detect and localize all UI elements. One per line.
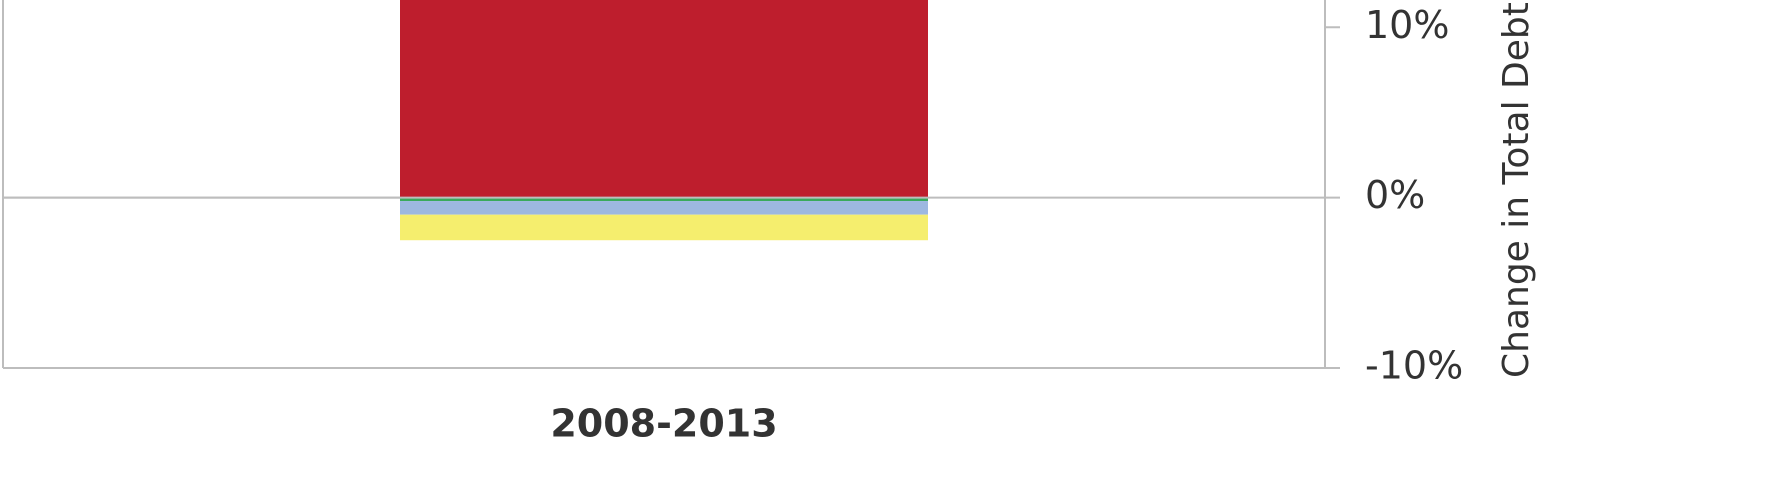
y-tick-label: -10% [1365, 344, 1463, 388]
bar-segment [400, 197, 928, 202]
y-tick-label: 0% [1365, 173, 1425, 217]
y-tick-label: 10% [1365, 3, 1449, 47]
bar-segment [400, 214, 928, 241]
bar-group [400, 0, 928, 241]
y-axis-label: Change in Total Debt [1496, 2, 1537, 378]
x-tick-label: 2008-2013 [550, 402, 777, 446]
bar-segment [400, 201, 928, 215]
bar-segment [400, 0, 928, 198]
